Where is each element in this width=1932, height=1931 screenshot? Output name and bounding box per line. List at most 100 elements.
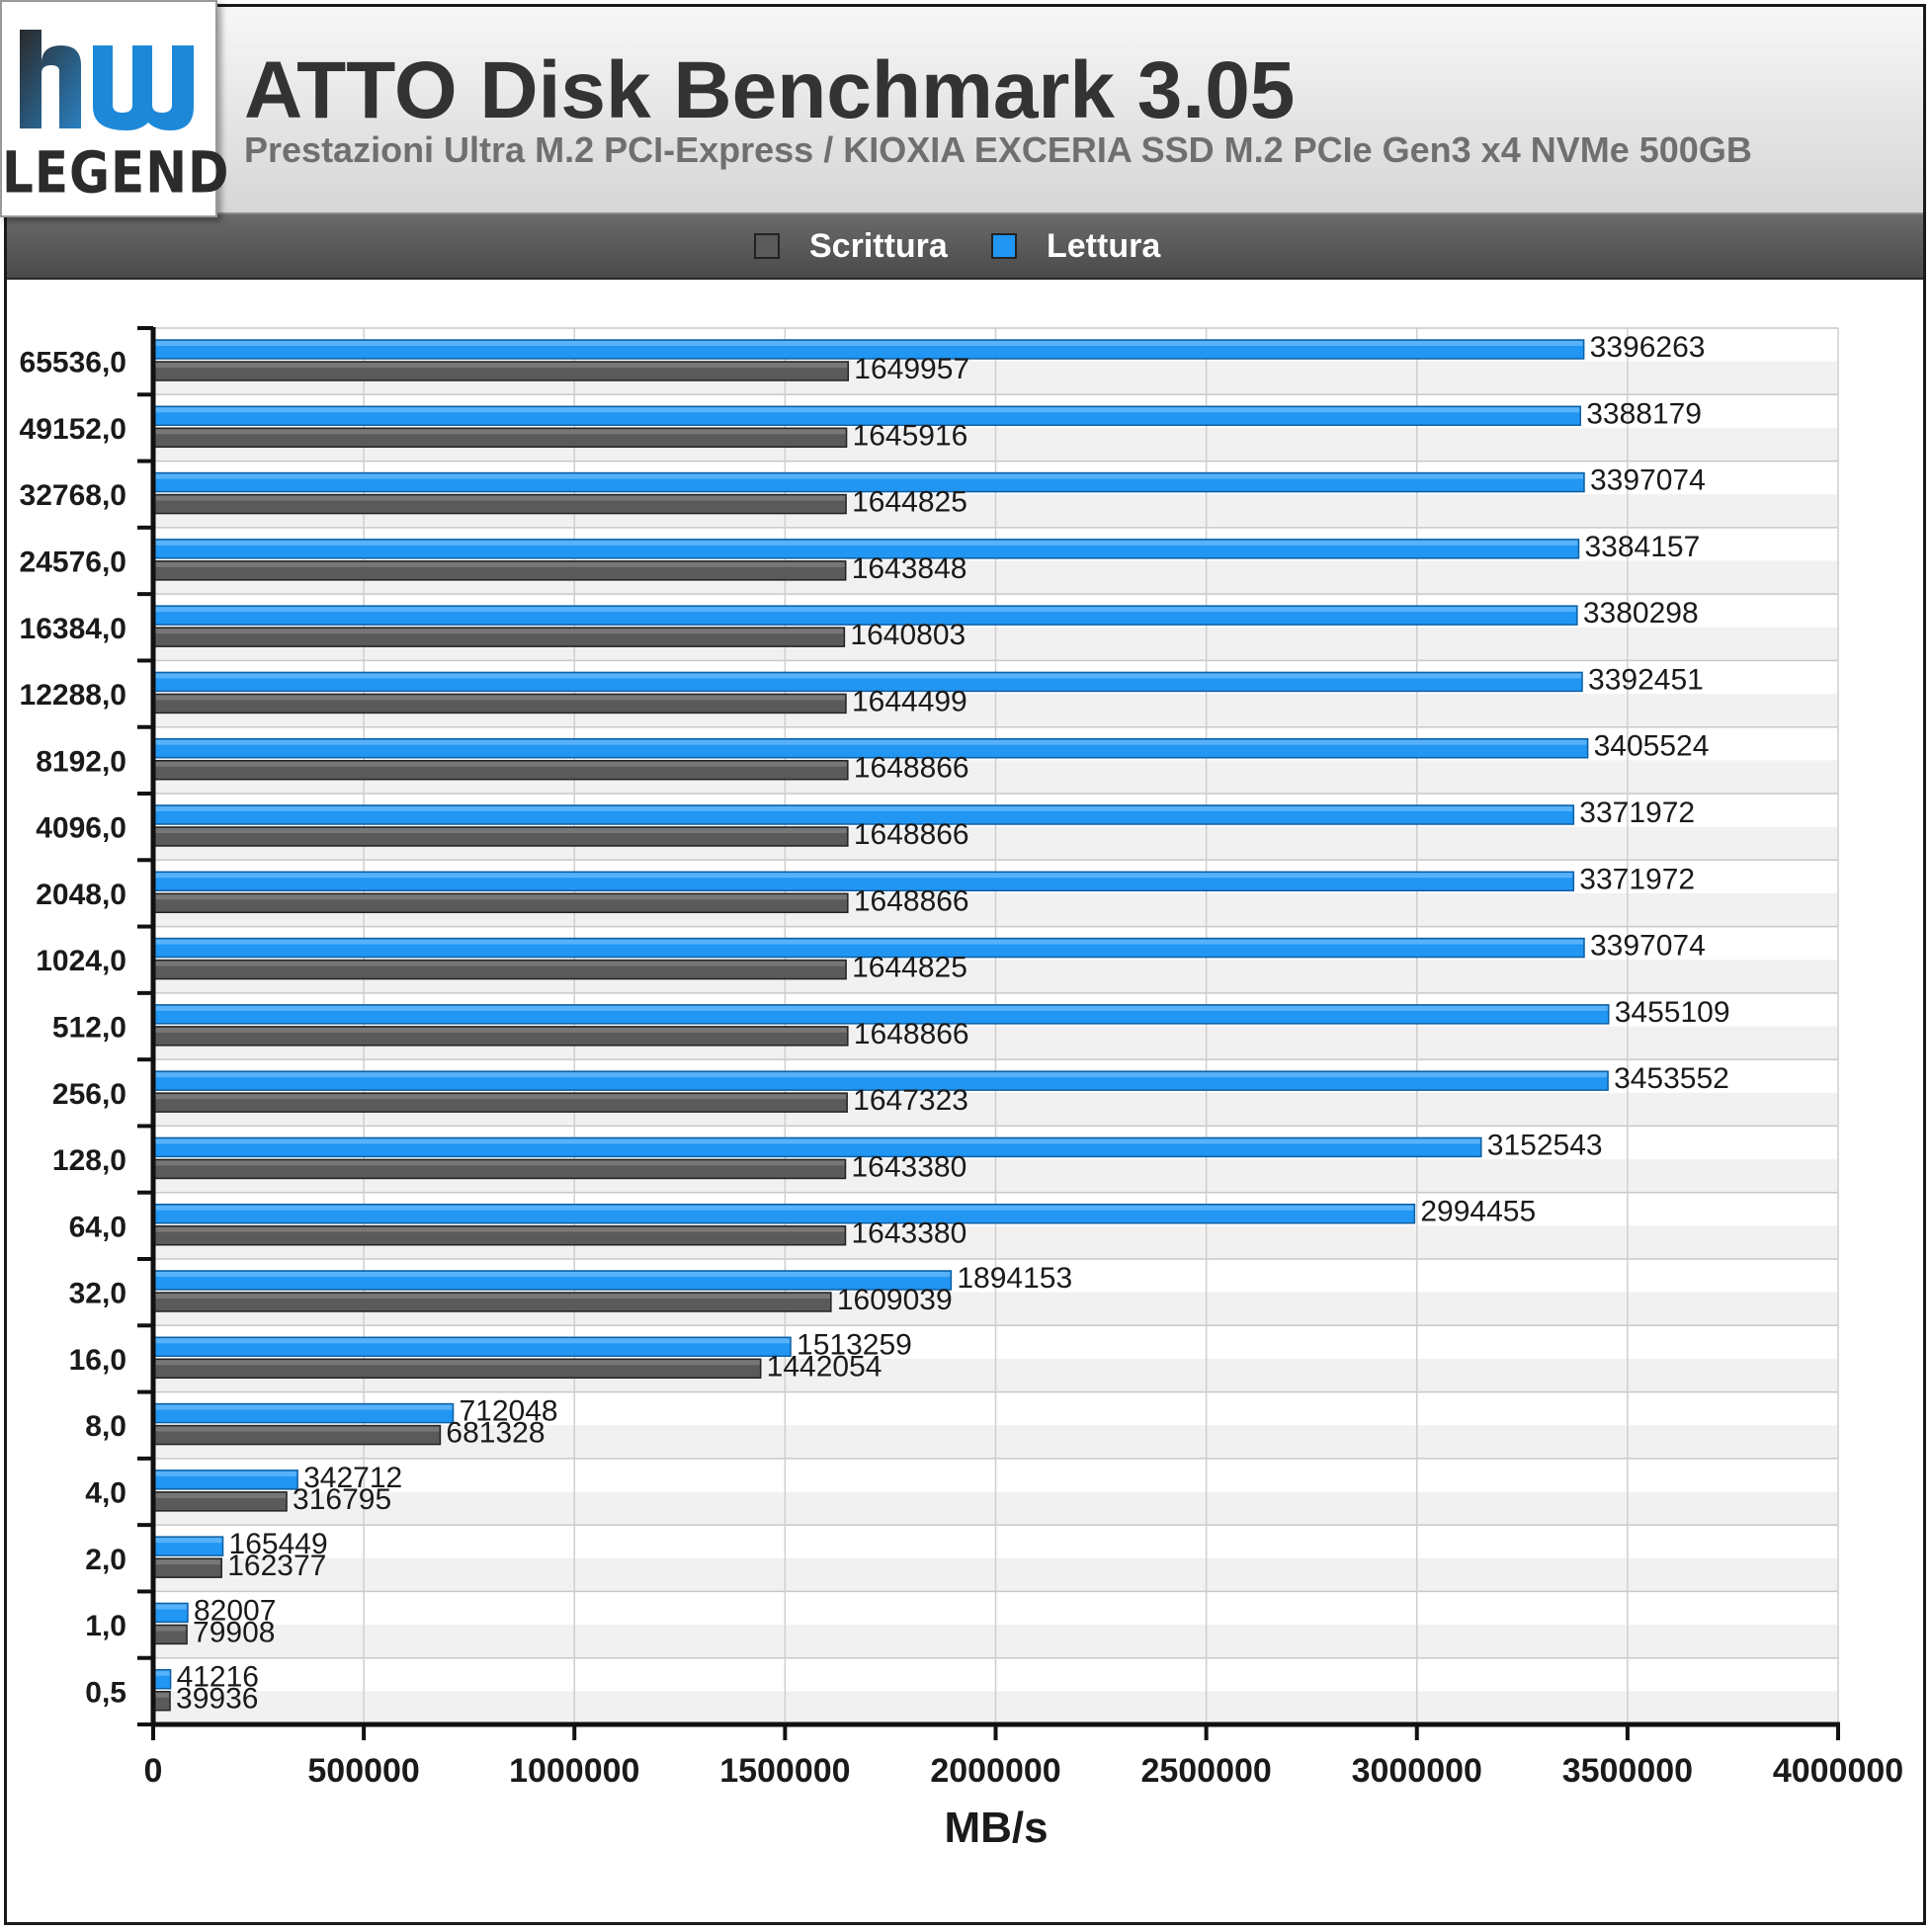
y-tick-label: 0,5	[85, 1676, 126, 1709]
bar-highlight	[154, 828, 847, 833]
data-label-scrittura: 1442054	[767, 1350, 882, 1383]
bar-highlight	[154, 739, 1587, 745]
logo-text: LEGEND	[2, 139, 230, 207]
x-tick-label: 3500000	[1562, 1752, 1693, 1790]
x-tick-label: 4000000	[1773, 1752, 1903, 1790]
data-label-scrittura: 1649957	[854, 353, 969, 385]
data-label-lettura: 3455109	[1615, 996, 1730, 1029]
bar-highlight	[154, 1470, 297, 1476]
data-label-scrittura: 1644825	[852, 486, 967, 519]
data-label-lettura: 3384157	[1584, 531, 1700, 563]
bar-highlight	[154, 429, 846, 435]
legend-label-lettura: Lettura	[1047, 226, 1161, 265]
y-tick-label: 32,0	[69, 1278, 126, 1310]
bar-highlight	[154, 1360, 760, 1366]
y-tick-label: 65536,0	[20, 347, 126, 379]
x-tick-label: 1500000	[719, 1752, 850, 1790]
data-label-lettura: 2994455	[1420, 1196, 1536, 1228]
bar-highlight	[154, 961, 846, 966]
bar-highlight	[154, 761, 847, 767]
legend-swatch-lettura	[991, 233, 1017, 259]
bar-highlight	[154, 540, 1578, 546]
bar-highlight	[154, 1338, 791, 1344]
data-label-scrittura: 1647323	[853, 1084, 968, 1117]
data-label-lettura: 342712	[303, 1462, 402, 1494]
data-label-scrittura: 39936	[176, 1683, 258, 1716]
data-label-lettura: 3152543	[1487, 1129, 1603, 1161]
x-tick-label: 3000000	[1352, 1752, 1482, 1790]
data-label-scrittura: 681328	[446, 1417, 545, 1450]
data-label-lettura: 3405524	[1594, 730, 1710, 763]
legend-item-scrittura: Scrittura	[754, 226, 948, 265]
bar-highlight	[154, 1538, 222, 1544]
legend-swatch-scrittura	[754, 233, 780, 259]
x-axis-label: MB/s	[944, 1804, 1048, 1852]
bar-highlight	[154, 1404, 453, 1410]
logo-mark-icon	[20, 30, 194, 130]
y-tick-label: 128,0	[52, 1144, 126, 1177]
bar-highlight	[154, 1559, 221, 1565]
y-tick-label: 512,0	[52, 1012, 126, 1045]
logo: LEGEND	[0, 0, 230, 217]
data-label-lettura: 3380298	[1583, 597, 1699, 630]
data-label-lettura: 1513259	[797, 1328, 912, 1361]
legend-label-scrittura: Scrittura	[809, 226, 948, 265]
chart-header: ATTO Disk Benchmark 3.05 Prestazioni Ult…	[7, 7, 1923, 214]
data-label-scrittura: 1648866	[854, 818, 969, 851]
data-label-scrittura: 1645916	[853, 419, 968, 452]
bar-highlight	[154, 1027, 847, 1033]
y-tick-label: 2,0	[85, 1544, 126, 1576]
bars	[152, 339, 1610, 1712]
data-label-scrittura: 1640803	[850, 619, 966, 651]
y-tick-label: 1024,0	[36, 945, 126, 977]
bar-highlight	[154, 1072, 1608, 1078]
y-tick-label: 1,0	[85, 1610, 126, 1642]
data-label-lettura: 3397074	[1590, 930, 1706, 963]
bar-highlight	[154, 695, 845, 701]
y-tick-label: 12288,0	[20, 679, 126, 712]
data-label-lettura: 1894153	[957, 1262, 1072, 1295]
data-label-lettura: 3371972	[1579, 797, 1695, 829]
bar-highlight	[154, 1492, 287, 1498]
bar-highlight	[154, 607, 1576, 613]
bar-highlight	[154, 1626, 187, 1632]
bar-highlight	[154, 1670, 170, 1676]
data-label-scrittura: 1643848	[852, 552, 967, 585]
data-label-scrittura: 1609039	[837, 1284, 953, 1316]
data-label-scrittura: 1644499	[852, 685, 967, 717]
y-tick-label: 8192,0	[36, 745, 126, 778]
bar-highlight	[154, 473, 1584, 479]
data-label-lettura: 3371972	[1579, 863, 1695, 895]
y-tick-label: 49152,0	[20, 413, 126, 446]
data-label-scrittura: 1644825	[852, 952, 967, 984]
data-label-lettura: 3453552	[1614, 1062, 1729, 1095]
y-tick-label: 32768,0	[20, 479, 126, 512]
data-label-lettura: 712048	[460, 1395, 558, 1428]
bar-highlight	[154, 1160, 845, 1166]
y-tick-label: 24576,0	[20, 546, 126, 579]
data-label-lettura: 41216	[177, 1661, 259, 1694]
data-label-lettura: 3396263	[1590, 331, 1706, 364]
bar-highlight	[154, 939, 1584, 945]
x-tick-label: 2000000	[930, 1752, 1060, 1790]
data-label-lettura: 165449	[229, 1528, 328, 1560]
bar-highlight	[154, 873, 1573, 879]
bar-highlight	[154, 561, 845, 567]
data-label-lettura: 3392451	[1588, 663, 1704, 696]
chart-subtitle: Prestazioni Ultra M.2 PCI-Express / KIOX…	[244, 129, 1752, 170]
data-label-scrittura: 1648866	[854, 752, 969, 785]
legend: Scrittura Lettura	[7, 214, 1923, 280]
bar-highlight	[154, 1005, 1608, 1011]
bar-highlight	[154, 495, 846, 501]
x-tick-label: 1000000	[509, 1752, 639, 1790]
bar-highlight	[154, 1426, 440, 1432]
x-tick-label: 500000	[307, 1752, 419, 1790]
bar-highlight	[154, 806, 1573, 811]
y-tick-label: 2048,0	[36, 879, 126, 911]
y-tick-label: 16384,0	[20, 613, 126, 645]
bar-highlight	[154, 894, 847, 900]
bar-highlight	[154, 1138, 1480, 1144]
gridlines	[153, 327, 1839, 1724]
chart-title: ATTO Disk Benchmark 3.05	[244, 45, 1296, 135]
